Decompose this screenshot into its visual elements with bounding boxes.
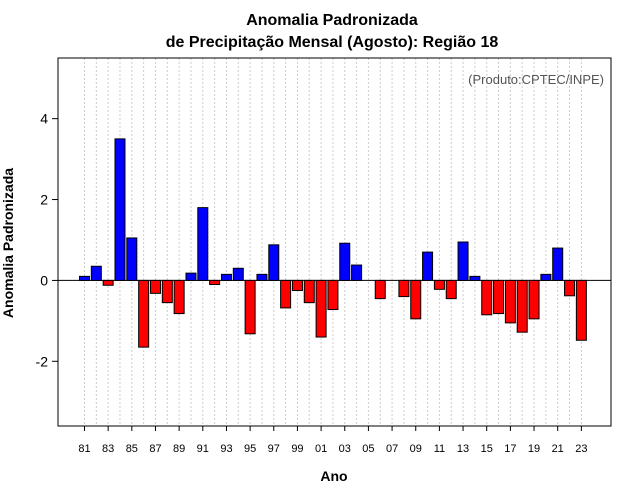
- bar-88: [161, 279, 173, 304]
- bar-08: [398, 279, 410, 298]
- bar-04: [351, 264, 363, 281]
- bar-06: [374, 279, 386, 300]
- x-tick-label: 23: [575, 443, 587, 455]
- x-tick-label: 19: [528, 443, 540, 455]
- bar-10: [422, 251, 434, 281]
- bar-93: [220, 273, 232, 281]
- x-tick-label: 09: [410, 443, 422, 455]
- x-tick-label: 85: [126, 443, 138, 455]
- x-tick-label: 03: [339, 443, 351, 455]
- bar-90: [185, 272, 197, 281]
- bar-11: [433, 279, 445, 290]
- y-axis-label: Anomalia Padronizada: [0, 168, 16, 318]
- x-tick-label: 07: [386, 443, 398, 455]
- bar-14: [469, 275, 481, 281]
- bar-85: [126, 237, 138, 281]
- bar-82: [90, 265, 102, 281]
- bar-94: [232, 267, 244, 281]
- bar-02: [327, 279, 339, 311]
- chart-title: Anomalia Padronizada: [246, 12, 418, 29]
- bar-17: [504, 279, 516, 324]
- bar-99: [291, 279, 303, 292]
- bar-03: [339, 242, 351, 281]
- x-tick-label: 83: [102, 443, 114, 455]
- x-tick-label: 97: [268, 443, 280, 455]
- bars: [79, 138, 587, 348]
- chart-subtitle: de Precipitação Mensal (Agosto): Região …: [166, 34, 499, 51]
- gridlines: [84, 58, 582, 426]
- x-axis: 81 83 85 87 89 91 93 95 97 99 01 03 05 07 09 11 13 15 17 19…: [78, 426, 587, 455]
- bar-96: [256, 273, 268, 281]
- x-tick-label: 93: [220, 443, 232, 455]
- y-tick-label: 4: [40, 111, 48, 127]
- bar-95: [244, 279, 256, 335]
- bar-22: [564, 279, 576, 297]
- bar-18: [516, 279, 528, 333]
- bar-98: [280, 279, 292, 309]
- x-tick-label: 99: [291, 443, 303, 455]
- bar-83: [102, 279, 114, 286]
- bar-00: [303, 279, 315, 304]
- x-tick-label: 05: [362, 443, 374, 455]
- bar-89: [173, 279, 185, 315]
- y-tick-label: -2: [36, 353, 49, 369]
- x-tick-label: 89: [173, 443, 185, 455]
- bar-20: [540, 273, 552, 281]
- bar-84: [114, 138, 126, 281]
- y-tick-label: 0: [40, 272, 48, 288]
- bar-91: [197, 207, 209, 281]
- bar-15: [481, 279, 493, 316]
- bar-13: [457, 241, 469, 281]
- x-tick-label: 81: [78, 443, 90, 455]
- bar-97: [268, 244, 280, 281]
- x-tick-label: 11: [434, 443, 445, 455]
- bar-86: [138, 279, 150, 348]
- x-tick-label: 95: [244, 443, 256, 455]
- y-axis: -2 0 2 4: [36, 111, 58, 369]
- bar-12: [445, 279, 457, 300]
- bar-92: [209, 279, 221, 285]
- x-axis-label: Ano: [320, 468, 347, 484]
- x-tick-label: 91: [197, 443, 209, 455]
- bar-87: [149, 279, 161, 294]
- bar-16: [493, 279, 505, 315]
- x-tick-label: 01: [315, 443, 327, 455]
- bar-01: [315, 279, 327, 338]
- bar-23: [575, 279, 587, 341]
- plot-frame: [57, 57, 612, 427]
- x-tick-label: 13: [457, 443, 469, 455]
- y-tick-label: 2: [40, 192, 48, 208]
- bar-21: [552, 247, 564, 281]
- x-tick-label: 21: [552, 443, 564, 455]
- x-tick-label: 87: [149, 443, 161, 455]
- bar-81: [79, 275, 90, 281]
- bar-09: [410, 279, 422, 320]
- bar-19: [528, 279, 540, 320]
- source-annotation: (Produto:CPTEC/INPE): [468, 72, 604, 87]
- x-tick-label: 15: [481, 443, 493, 455]
- x-tick-label: 17: [504, 443, 516, 455]
